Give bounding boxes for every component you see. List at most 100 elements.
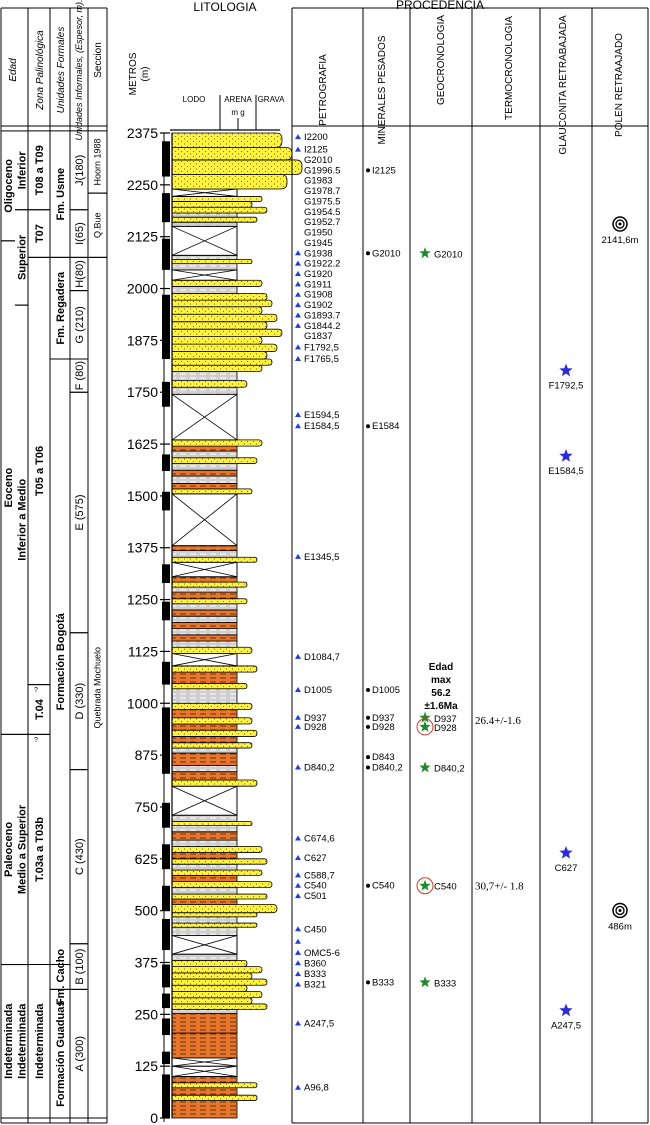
sand-bed <box>171 1003 268 1010</box>
grain-size-header: LODO ARENA m g GRAVA <box>170 95 285 131</box>
petrografia-sample: E1584,5 <box>304 421 339 432</box>
zona-header: Zona Palinológica <box>35 30 46 111</box>
sand-bed <box>171 991 263 999</box>
black-bar <box>162 238 170 270</box>
axis-tick-label: 1250 <box>127 592 158 608</box>
mud-bed <box>171 463 238 471</box>
covered-cross <box>171 493 238 546</box>
sand-bed <box>171 997 253 1005</box>
query-mark: ? <box>34 687 38 694</box>
sand-bed <box>171 893 268 900</box>
sand-bed <box>171 966 263 974</box>
axis-tick-label: 2125 <box>127 229 158 245</box>
orange-bed <box>171 1032 238 1059</box>
interval-label: Inferior a Medio <box>16 479 28 561</box>
star-icon <box>419 761 431 773</box>
sand-bed <box>171 665 258 673</box>
petrografia-sample: G1920 <box>304 269 333 280</box>
interval-label: Hoorn 1988 <box>93 139 103 186</box>
interval-label: F (80) <box>74 361 86 390</box>
orange-bed <box>171 709 238 719</box>
glauconita-sample: C627 <box>555 863 578 874</box>
triangle-icon <box>295 322 301 328</box>
petrografia-sample: B333 <box>304 969 326 980</box>
petrografia-sample: G1945 <box>304 238 333 249</box>
petrografia-sample: D1005 <box>304 685 332 696</box>
informales-header: Unidades Informales, (Espesor, m). <box>74 0 84 141</box>
black-bar <box>162 141 170 177</box>
orange-bed <box>171 1087 238 1096</box>
petrografia-sample: G1975.5 <box>304 196 340 207</box>
petrografia-sample: G1893.7 <box>304 310 340 321</box>
petrografia-sample: C674,6 <box>304 833 335 844</box>
geocronologia-sample: D937 <box>434 714 457 725</box>
mud-bed <box>171 475 238 484</box>
star-icon <box>419 976 431 988</box>
black-bar <box>162 1051 170 1065</box>
target-icon <box>618 222 622 226</box>
interval-label: T05 a T06 <box>34 446 46 496</box>
covered-cross <box>171 935 238 955</box>
black-bar <box>162 844 170 870</box>
triangle-icon <box>295 872 301 878</box>
minerales-sample: D840,2 <box>372 763 403 774</box>
axis-tick-label: 1375 <box>127 540 158 556</box>
sand-bed <box>171 380 248 388</box>
triangle-icon <box>295 893 301 899</box>
sand-bed <box>171 972 253 980</box>
dot-icon <box>366 765 370 770</box>
petrografia-sample: G1954.5 <box>304 207 340 218</box>
star-icon <box>559 845 573 859</box>
black-bar <box>162 454 170 472</box>
axis-tick-label: 0 <box>150 1110 158 1125</box>
orange-bed <box>171 723 238 731</box>
litologia-title: LITOLOGIA <box>193 0 256 14</box>
sand-bed <box>171 364 263 372</box>
petrografia-sample: G1837 <box>304 331 333 342</box>
interval-label: J(180) <box>74 155 86 186</box>
black-bar <box>162 601 170 621</box>
triangle-icon <box>295 356 301 362</box>
mud-bed <box>171 615 238 623</box>
axis-tick-label: 750 <box>135 799 159 815</box>
petrografia-sample: D1084,7 <box>304 652 340 663</box>
triangle-icon <box>295 764 301 770</box>
mud-bed <box>171 386 238 395</box>
petrografia-sample: G2010 <box>304 155 333 166</box>
triangle-icon <box>295 260 301 266</box>
dot-icon <box>366 715 370 720</box>
sand-bed <box>171 299 273 308</box>
target-icon <box>612 902 628 919</box>
star-icon <box>559 449 573 462</box>
star-icon <box>419 247 431 259</box>
triangle-icon <box>295 134 301 140</box>
glauconita-header: GLAUCONITA RETRABAJADA <box>558 15 569 155</box>
triangle-icon <box>295 312 301 318</box>
sand-bed <box>171 343 278 352</box>
interval-label: A (300) <box>74 1036 86 1071</box>
sand-bed <box>171 960 248 968</box>
sand-bed <box>171 702 253 710</box>
triangle-icon <box>295 250 301 256</box>
right-frame <box>291 7 649 1124</box>
orange-bed <box>171 874 238 883</box>
axis-tick-label: 1500 <box>127 488 158 504</box>
termocronologia-values: 26.4+/-1.6 30,7+/- 1.8 <box>475 715 524 893</box>
glauconita-samples: F1792,5 E1584,5 C627 A247,5 <box>548 363 584 1032</box>
edad-max-line: Edad <box>429 662 453 673</box>
dot-icon <box>366 724 370 729</box>
geocronologia-sample: B333 <box>434 978 456 989</box>
petrografia-sample: C627 <box>304 853 327 864</box>
triangle-icon <box>295 653 301 659</box>
orange-bed <box>171 671 238 684</box>
petrografia-sample: E1594,5 <box>304 410 339 421</box>
black-bar <box>162 564 170 583</box>
sand-bed <box>171 682 248 690</box>
petrografia-sample: D928 <box>304 722 327 733</box>
black-bar <box>162 661 170 685</box>
sand-bed <box>171 147 293 161</box>
sand-bed <box>171 821 253 827</box>
mud-bed <box>171 550 238 558</box>
seccion-header: Seccion <box>93 42 104 78</box>
